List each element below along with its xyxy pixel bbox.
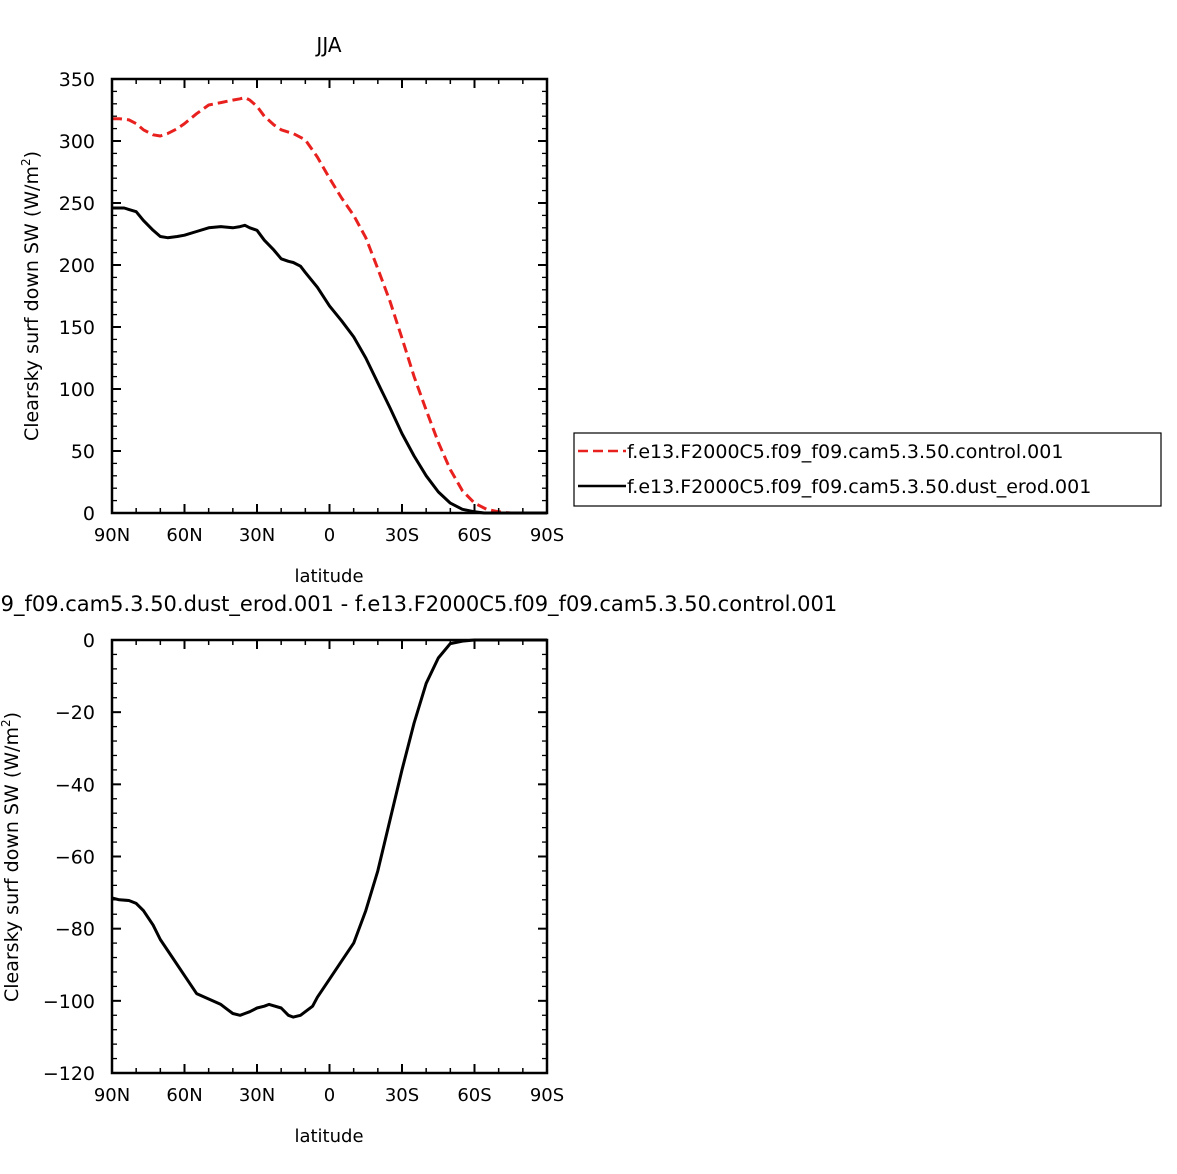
x-tick-label: 90S — [530, 1085, 564, 1106]
bottom-chart-title: f.e13.F2000C5.f09_f09.cam5.3.50.dust_ero… — [0, 592, 837, 617]
y-tick-label: 150 — [59, 317, 95, 339]
x-tick-label: 0 — [324, 1085, 335, 1106]
legend-label-control: f.e13.F2000C5.f09_f09.cam5.3.50.control.… — [627, 441, 1063, 463]
series-line-control — [112, 96, 547, 515]
x-tick-label: 60N — [166, 525, 202, 546]
x-tick-label: 60S — [457, 1085, 491, 1106]
y-tick-label: −20 — [55, 702, 95, 724]
y-tick-label: −100 — [43, 991, 95, 1013]
legend-label-dust-erod: f.e13.F2000C5.f09_f09.cam5.3.50.dust_ero… — [627, 476, 1091, 498]
x-tick-label: 90N — [94, 525, 130, 546]
series-line-dust-erod — [112, 206, 547, 515]
top-chart-ticks: 90N 60N 30N 0 30S 60S 90S 0 50 100 150 200 250 300 350 — [59, 69, 564, 546]
y-tick-label: −60 — [55, 847, 95, 869]
top-chart-legend: f.e13.F2000C5.f09_f09.cam5.3.50.control.… — [573, 432, 1162, 507]
y-tick-label: 0 — [83, 630, 95, 652]
top-chart: JJA 90N 60N 30N 0 30S 60S 90S 0 50 100 150 200 250 30… — [19, 33, 1162, 587]
difference-line — [111, 638, 547, 1019]
bottom-chart-y-axis-label: Clearsky surf down SW (W/m2) — [0, 712, 23, 1002]
top-chart-series — [112, 96, 547, 515]
bottom-chart-x-axis-label: latitude — [294, 1126, 363, 1147]
top-chart-title: JJA — [314, 33, 341, 57]
x-tick-label: 30N — [239, 525, 275, 546]
x-tick-label: 30S — [385, 525, 419, 546]
x-tick-label: 60N — [166, 1085, 202, 1106]
y-tick-label: 100 — [59, 379, 95, 401]
y-tick-label: −40 — [55, 774, 95, 796]
y-tick-label: 300 — [59, 131, 95, 153]
top-chart-frame — [110, 77, 549, 515]
x-tick-label: 60S — [457, 525, 491, 546]
y-tick-label: −80 — [55, 919, 95, 941]
y-tick-label: 50 — [71, 441, 95, 463]
y-tick-label: −120 — [43, 1063, 95, 1085]
top-chart-x-axis-label: latitude — [294, 566, 363, 587]
x-tick-label: 30N — [239, 1085, 275, 1106]
y-tick-label: 0 — [83, 503, 95, 525]
y-tick-label: 350 — [59, 69, 95, 91]
top-chart-y-axis-label: Clearsky surf down SW (W/m2) — [19, 151, 43, 441]
x-tick-label: 0 — [324, 525, 335, 546]
x-tick-label: 30S — [385, 1085, 419, 1106]
x-tick-label: 90N — [94, 1085, 130, 1106]
legend-box — [573, 432, 1162, 507]
bottom-chart: f.e13.F2000C5.f09_f09.cam5.3.50.dust_ero… — [0, 592, 837, 1147]
bottom-chart-series — [111, 638, 547, 1019]
bottom-chart-ticks: 90N 60N 30N 0 30S 60S 90S −120 −100 −80 −60 −40 −20 0 — [43, 630, 564, 1106]
y-tick-label: 200 — [59, 255, 95, 277]
x-tick-label: 90S — [530, 525, 564, 546]
bottom-chart-frame — [110, 638, 549, 1075]
y-tick-label: 250 — [59, 193, 95, 215]
